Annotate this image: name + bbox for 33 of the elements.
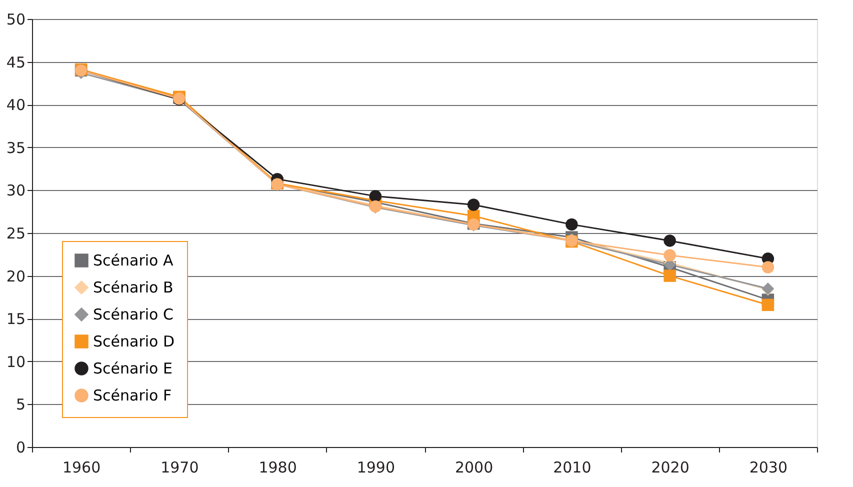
x-tick-label: 2020 <box>651 458 690 476</box>
y-tick-label: 0 <box>16 438 26 456</box>
point <box>664 234 676 247</box>
y-tick-label: 25 <box>6 224 26 242</box>
legend-label: Scénario F <box>93 386 172 404</box>
y-tick-label: 20 <box>6 267 26 286</box>
legend-label: Scénario B <box>93 278 174 296</box>
legend-label: Scénario E <box>93 360 172 378</box>
point <box>664 270 676 282</box>
point <box>664 249 676 262</box>
y-tick-label: 45 <box>6 53 26 72</box>
y-tick-label: 15 <box>6 310 26 328</box>
y-tick-label: 5 <box>16 396 26 414</box>
legend-label: Scénario C <box>93 306 174 324</box>
point <box>762 261 774 274</box>
x-tick-label: 2000 <box>454 458 494 476</box>
point <box>369 190 382 202</box>
x-tick-label: 2010 <box>553 458 592 476</box>
y-tick-label: 50 <box>6 10 26 28</box>
y-tick-label: 35 <box>6 138 26 157</box>
x-tick-label: 1970 <box>160 458 199 476</box>
legend-label: Scénario D <box>93 332 175 350</box>
point <box>566 218 578 231</box>
x-tick-label: 1980 <box>258 458 297 476</box>
x-tick-label: 2030 <box>749 458 788 476</box>
x-tick-label: 1960 <box>62 458 101 476</box>
y-tick-label: 40 <box>6 96 26 114</box>
x-tick-label: 1990 <box>356 458 396 476</box>
point <box>762 298 774 312</box>
point <box>467 198 480 211</box>
legend-label: Scénario A <box>93 252 174 270</box>
y-tick-label: 10 <box>6 352 26 371</box>
y-tick-label: 30 <box>6 182 26 200</box>
